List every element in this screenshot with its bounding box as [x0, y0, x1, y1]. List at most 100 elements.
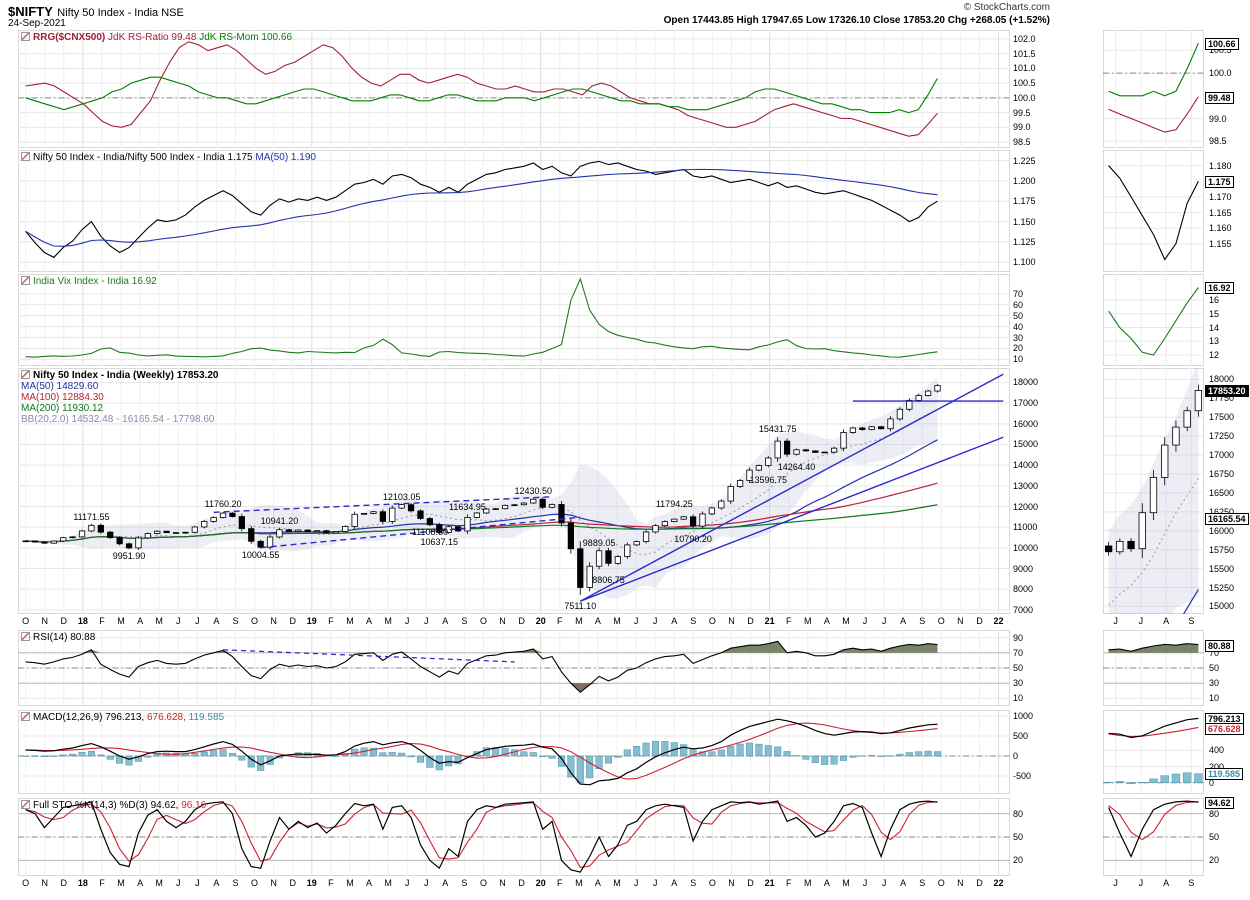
mini-y-axis-tick: 13 — [1209, 336, 1220, 347]
legend-text: 96.16 — [181, 800, 207, 811]
x-axis-month-label: A — [137, 878, 144, 888]
x-axis-month-label: M — [613, 616, 621, 626]
x-axis-month-label: M — [346, 878, 354, 888]
india-vix-line — [1108, 287, 1199, 356]
value-callout: 676.628 — [1205, 723, 1244, 736]
sparkline-icon — [21, 800, 30, 809]
legend-text: MA(50) 14829.60 — [21, 381, 99, 392]
candle — [539, 498, 546, 508]
panel-ratio — [18, 150, 1010, 272]
legend-sto: Full STO %K(14,3) %D(3) 94.62, 96.16 — [21, 800, 206, 811]
candle — [323, 530, 330, 534]
candle — [924, 390, 932, 396]
candle — [31, 540, 39, 543]
macd-signal-line — [25, 722, 938, 780]
candle — [417, 510, 424, 519]
macd-histogram-bar — [1194, 773, 1203, 783]
value-callout: 16165.54 — [1205, 513, 1249, 526]
sparkline-icon — [21, 370, 30, 379]
macd-histogram-bar — [783, 751, 791, 757]
mini-sto-plot — [1103, 798, 1204, 876]
candle — [868, 426, 875, 430]
panel-rsi — [18, 630, 1010, 706]
value-callout: 16.92 — [1205, 282, 1234, 295]
candle — [577, 548, 584, 588]
price-annotation: 9951.90 — [112, 550, 146, 561]
value-callout: 99.48 — [1205, 91, 1234, 104]
india-vix-line — [25, 277, 938, 358]
panel-rrg — [18, 30, 1010, 148]
candle — [783, 440, 791, 455]
macd-histogram-bar — [736, 743, 744, 757]
x-axis-month-label: M — [842, 616, 850, 626]
mini-y-axis-tick: 17500 — [1209, 412, 1235, 423]
percent-d-line — [1108, 801, 1199, 841]
x-axis-month-label: J — [862, 616, 868, 626]
y-axis-tick: 10000 — [1013, 542, 1039, 553]
jdk-rs-ratio-line — [25, 41, 938, 137]
x-axis-month-label: N — [499, 616, 506, 626]
rsi-line — [25, 640, 938, 694]
legend-text: MACD(12,26,9) 796.213, — [33, 712, 147, 723]
price-annotation: 11760.20 — [204, 499, 242, 510]
legend-row: MA(100) 12884.30 — [21, 392, 218, 403]
mini-x-month-label: S — [1188, 616, 1195, 626]
value-callout: 119.585 — [1205, 768, 1244, 781]
x-axis-month-label: A — [594, 616, 601, 626]
candle — [821, 451, 828, 454]
mini-y-axis-tick: 16 — [1209, 295, 1220, 306]
candle — [219, 512, 227, 518]
x-axis-month-label: N — [41, 616, 48, 626]
x-axis-month-label: M — [117, 616, 125, 626]
y-axis-tick: 17000 — [1013, 398, 1039, 409]
symbol: $NIFTY — [8, 4, 53, 19]
candle — [746, 469, 753, 481]
candle — [605, 550, 612, 564]
trendline — [580, 436, 1004, 602]
mini-y-axis-tick: 16000 — [1209, 525, 1235, 536]
candle — [708, 507, 716, 515]
mini-macd-plot — [1103, 710, 1204, 794]
candle — [285, 529, 292, 532]
candle — [1116, 540, 1124, 553]
jdk-rs-ratio-line — [1108, 96, 1199, 133]
x-axis-month-label: D — [518, 616, 525, 626]
jdk-rs-mom-line — [25, 76, 938, 114]
bollinger-mid-line — [1108, 478, 1199, 606]
x-axis-month-label: A — [823, 878, 830, 888]
x-axis-month-label: O — [251, 878, 259, 888]
macd-histogram-bar — [200, 751, 208, 757]
candle — [548, 504, 556, 508]
y-axis-tick: 102.0 — [1013, 33, 1036, 44]
legend-text: Nifty 50 Index - India/Nifty 500 Index -… — [33, 152, 256, 163]
x-axis-month-label: A — [442, 878, 449, 888]
y-axis-tick: 100.0 — [1013, 92, 1036, 103]
candle — [276, 529, 283, 538]
macd-histogram-bar — [134, 755, 142, 762]
macd-histogram-bar — [614, 755, 622, 758]
mini-y-axis-tick: 30 — [1209, 678, 1220, 689]
moving-average-line — [25, 168, 938, 247]
y-axis-tick: 18000 — [1013, 377, 1039, 388]
y-axis-tick: 50 — [1013, 310, 1024, 321]
candle — [370, 511, 377, 514]
candle — [755, 465, 763, 471]
x-axis-month-label: N — [270, 616, 277, 626]
macd-histogram-bar — [1104, 781, 1113, 783]
candle — [464, 516, 471, 532]
candle — [22, 540, 29, 543]
macd-histogram-bar — [708, 751, 716, 757]
macd-histogram-bar — [22, 755, 30, 757]
y-axis-tick: 40 — [1013, 321, 1024, 332]
x-axis-month-label: F — [99, 616, 105, 626]
y-axis-tick: 99.5 — [1013, 107, 1031, 118]
candle — [896, 408, 904, 420]
price-annotation: 15431.75 — [758, 423, 797, 434]
candle — [652, 525, 659, 533]
x-axis-month-label: F — [785, 616, 792, 626]
candle — [379, 511, 386, 522]
y-axis-tick: 1.150 — [1013, 216, 1036, 227]
legend-rsi: RSI(14) 80.88 — [21, 632, 95, 643]
x-axis-month-label: M — [804, 616, 812, 626]
candle — [78, 530, 86, 538]
